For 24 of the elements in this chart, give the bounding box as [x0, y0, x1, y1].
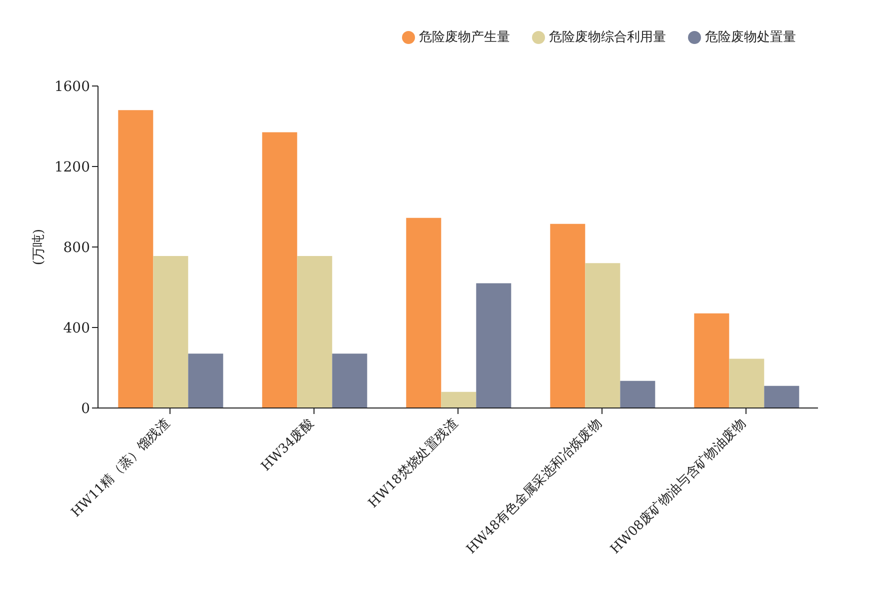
y-tick-label: 1600 [54, 78, 90, 95]
bar [441, 392, 476, 408]
bar [764, 386, 800, 408]
y-tick-label: 400 [63, 320, 90, 336]
bar [297, 256, 332, 408]
bar [694, 313, 730, 408]
bar [476, 283, 512, 408]
bar [550, 224, 586, 408]
bar [406, 218, 442, 408]
bar [332, 354, 368, 408]
bar [262, 132, 298, 408]
legend-label: 危险废物处置量 [705, 30, 796, 45]
y-tick-label: 1200 [54, 159, 90, 176]
bar [585, 263, 620, 408]
legend-label: 危险废物产生量 [419, 30, 510, 45]
y-tick-label: 0 [81, 400, 90, 417]
bar [118, 110, 154, 408]
bar [729, 358, 764, 408]
bar [153, 256, 188, 408]
legend-label: 危险废物综合利用量 [549, 30, 666, 45]
y-axis-title: (万吨) [32, 228, 47, 266]
y-tick-label: 800 [63, 240, 90, 256]
bar [620, 380, 656, 408]
bar [188, 354, 224, 408]
